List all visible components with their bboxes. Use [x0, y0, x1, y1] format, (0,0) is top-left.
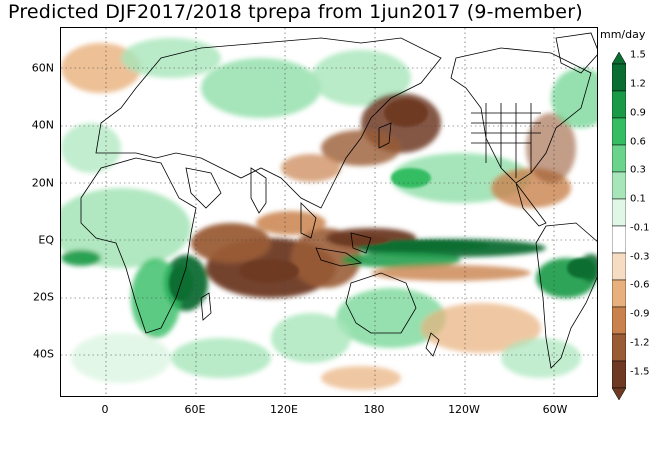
colorbar-swatch: [612, 63, 626, 92]
colorbar-swatch: [612, 198, 626, 227]
map-panel: [60, 27, 598, 397]
lat-label-40s: 40S: [33, 347, 54, 361]
coastlines: [80, 32, 597, 369]
lon-label-180: 180: [363, 403, 385, 416]
colorbar-swatch: [612, 306, 626, 335]
colorbar-swatch: [612, 252, 626, 281]
colorbar-swatches: [612, 63, 626, 389]
colorbar-swatch: [612, 171, 626, 200]
colorbar-top-arrow: [612, 52, 626, 65]
lon-label-60w: 60W: [542, 403, 568, 416]
colorbar-label: -0.1: [630, 222, 650, 234]
colorbar-label: -0.3: [630, 251, 650, 263]
colorbar-swatch: [612, 333, 626, 362]
lat-label-60n: 60N: [31, 61, 54, 75]
colorbar-bottom-arrow: [612, 387, 626, 400]
colorbar-label: 0.1: [630, 193, 646, 205]
colorbar-label: -1.5: [630, 366, 650, 378]
lon-label-0: 0: [101, 403, 109, 416]
colorbar-label: -1.2: [630, 337, 650, 349]
anomaly-field: [61, 38, 597, 390]
units-label: mm/day: [600, 28, 646, 41]
precip-map: [61, 28, 597, 396]
colorbar-swatch: [612, 117, 626, 146]
lon-label-60e: 60E: [184, 403, 206, 416]
colorbar-label: 0.9: [630, 107, 646, 119]
colorbar-label: 0.3: [630, 164, 646, 176]
lon-label-120w: 120W: [448, 403, 480, 416]
colorbar-label: -0.9: [630, 308, 650, 320]
colorbar-swatch: [612, 90, 626, 119]
map-title: Predicted DJF2017/2018 tprepa from 1jun2…: [8, 1, 583, 23]
lat-label-eq: EQ: [38, 233, 54, 247]
colorbar-swatch: [612, 144, 626, 173]
lon-label-120e: 120E: [270, 403, 298, 416]
lat-label-40n: 40N: [31, 118, 54, 132]
colorbar: [612, 52, 626, 400]
graticule: [61, 28, 597, 396]
lat-label-20n: 20N: [31, 176, 54, 190]
colorbar-label: 1.5: [630, 49, 646, 61]
colorbar-label: 0.6: [630, 136, 646, 148]
colorbar-swatch: [612, 360, 626, 389]
colorbar-swatch: [612, 225, 626, 254]
colorbar-label: -0.6: [630, 279, 650, 291]
colorbar-label: 1.2: [630, 78, 646, 90]
lat-label-20s: 20S: [33, 290, 54, 304]
colorbar-swatch: [612, 279, 626, 308]
